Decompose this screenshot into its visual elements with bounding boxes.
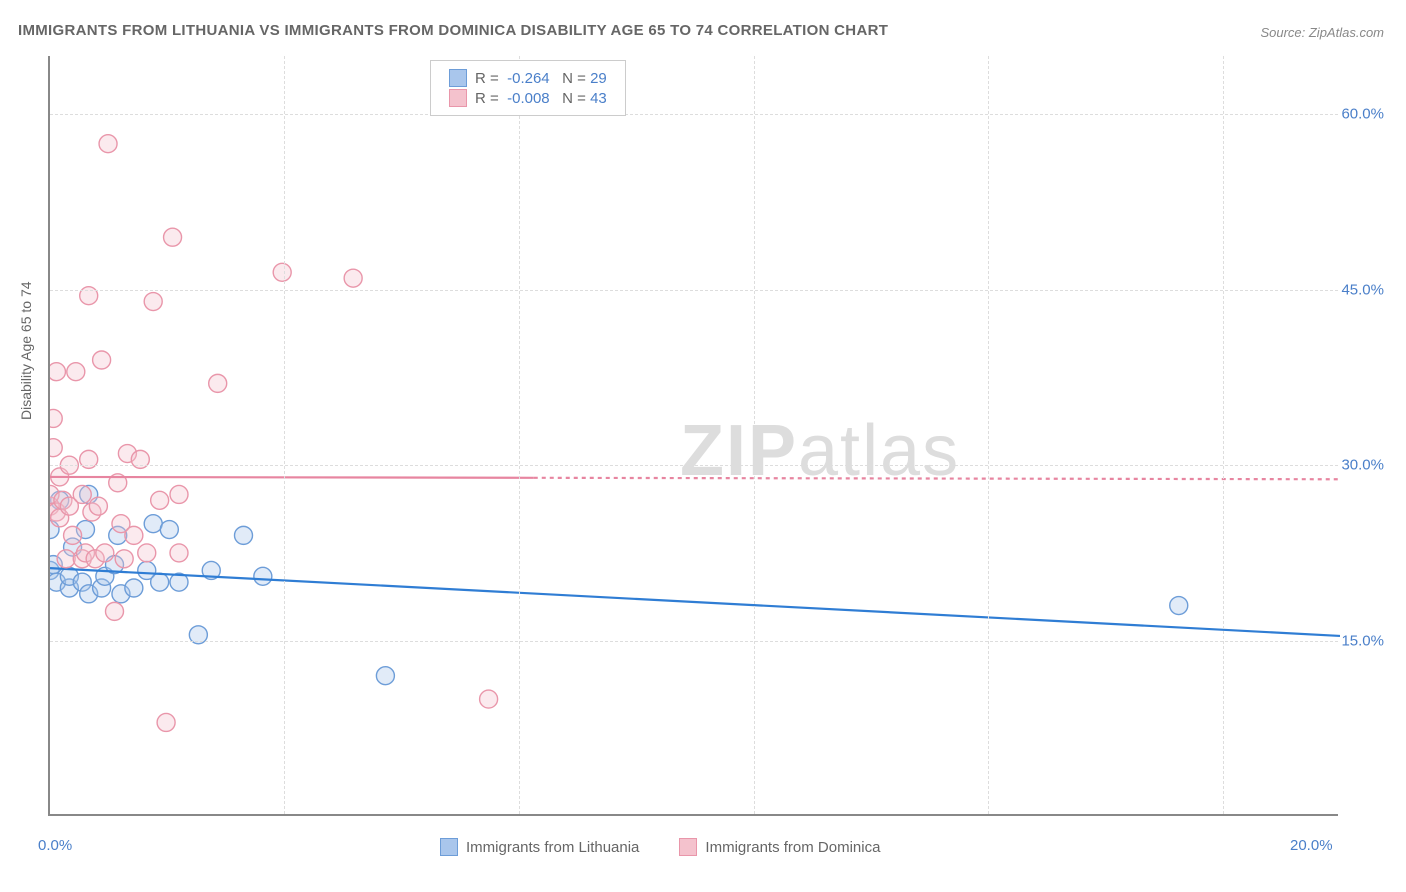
- data-point: [144, 293, 162, 311]
- data-point: [99, 135, 117, 153]
- data-point: [93, 351, 111, 369]
- data-point: [144, 515, 162, 533]
- data-point: [115, 550, 133, 568]
- data-point: [160, 521, 178, 539]
- y-axis-label: Disability Age 65 to 74: [18, 281, 34, 420]
- y-tick-label: 15.0%: [1341, 632, 1384, 649]
- data-point: [106, 602, 124, 620]
- plot-svg: [50, 56, 1340, 816]
- data-point: [164, 228, 182, 246]
- data-point: [235, 526, 253, 544]
- legend-stat-text: R = -0.008 N = 43: [475, 90, 607, 107]
- gridline-v: [988, 56, 989, 814]
- data-point: [151, 573, 169, 591]
- y-tick-label: 45.0%: [1341, 281, 1384, 298]
- y-tick-label: 60.0%: [1341, 106, 1384, 123]
- data-point: [1170, 597, 1188, 615]
- data-point: [67, 363, 85, 381]
- y-tick-label: 30.0%: [1341, 457, 1384, 474]
- data-point: [170, 485, 188, 503]
- gridline-h: [50, 290, 1338, 291]
- trend-line-dashed: [534, 478, 1340, 479]
- chart-title: IMMIGRANTS FROM LITHUANIA VS IMMIGRANTS …: [18, 22, 888, 39]
- data-point: [344, 269, 362, 287]
- gridline-v: [1223, 56, 1224, 814]
- legend-stats: R = -0.264 N = 29 R = -0.008 N = 43: [430, 60, 626, 116]
- data-point: [50, 439, 62, 457]
- data-point: [125, 526, 143, 544]
- gridline-v: [284, 56, 285, 814]
- correlation-chart: IMMIGRANTS FROM LITHUANIA VS IMMIGRANTS …: [0, 0, 1406, 892]
- legend-swatch: [440, 838, 458, 856]
- data-point: [209, 374, 227, 392]
- data-point: [73, 485, 91, 503]
- data-point: [273, 263, 291, 281]
- data-point: [151, 491, 169, 509]
- gridline-h: [50, 641, 1338, 642]
- legend-item: Immigrants from Dominica: [679, 838, 880, 856]
- data-point: [480, 690, 498, 708]
- legend-stat-text: R = -0.264 N = 29: [475, 70, 607, 87]
- trend-line: [50, 568, 1340, 636]
- gridline-v: [754, 56, 755, 814]
- data-point: [57, 550, 75, 568]
- legend-label: Immigrants from Dominica: [705, 839, 880, 856]
- trend-line: [50, 477, 534, 478]
- plot-area: [48, 56, 1338, 816]
- legend-series: Immigrants from Lithuania Immigrants from…: [440, 838, 880, 856]
- data-point: [96, 544, 114, 562]
- legend-stat-row: R = -0.008 N = 43: [449, 89, 607, 107]
- data-point: [125, 579, 143, 597]
- legend-stat-row: R = -0.264 N = 29: [449, 69, 607, 87]
- x-tick-label: 0.0%: [38, 837, 72, 854]
- data-point: [170, 544, 188, 562]
- data-point: [50, 363, 65, 381]
- gridline-v: [519, 56, 520, 814]
- data-point: [254, 567, 272, 585]
- source-label: Source: ZipAtlas.com: [1260, 25, 1384, 40]
- data-point: [157, 713, 175, 731]
- data-point: [89, 497, 107, 515]
- legend-swatch: [449, 69, 467, 87]
- data-point: [138, 544, 156, 562]
- data-point: [376, 667, 394, 685]
- legend-swatch: [679, 838, 697, 856]
- x-tick-label: 20.0%: [1290, 837, 1333, 854]
- legend-swatch: [449, 89, 467, 107]
- legend-item: Immigrants from Lithuania: [440, 838, 639, 856]
- data-point: [50, 409, 62, 427]
- gridline-h: [50, 465, 1338, 466]
- data-point: [64, 526, 82, 544]
- gridline-h: [50, 114, 1338, 115]
- legend-label: Immigrants from Lithuania: [466, 839, 639, 856]
